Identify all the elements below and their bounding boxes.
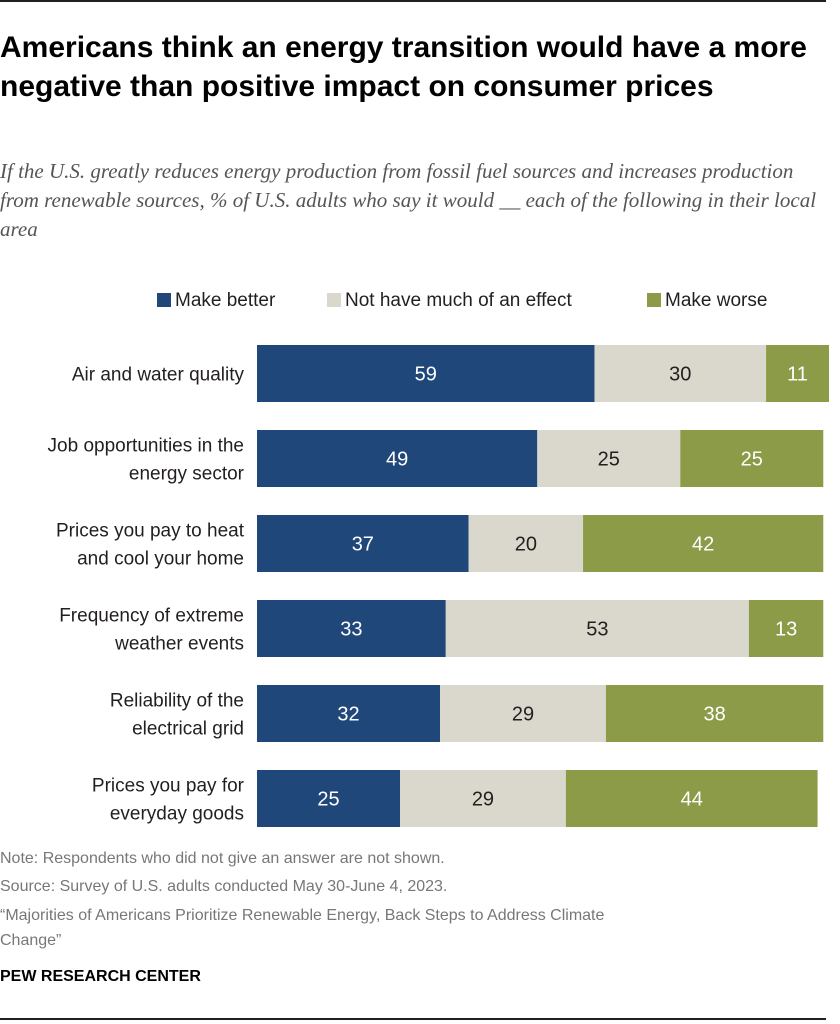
data-label-better: 33	[340, 619, 362, 641]
data-label-worse: 42	[692, 534, 714, 556]
category-label: Frequency of extreme	[59, 606, 244, 627]
bar-segment-worse	[766, 345, 829, 402]
data-label-neutral: 29	[512, 704, 534, 726]
bar-segment-worse	[605, 685, 824, 742]
legend-label-neutral: Not have much of an effect	[345, 290, 572, 311]
legend-swatch-better	[157, 293, 171, 307]
legend-label-better: Make better	[175, 290, 276, 311]
data-label-better: 59	[415, 364, 437, 386]
report-title-line2: Change”	[0, 932, 62, 949]
bar-segment-neutral	[468, 515, 584, 572]
category-label: electrical grid	[132, 719, 244, 740]
data-label-worse: 11	[787, 364, 808, 386]
category-label: Prices you pay to heat	[56, 521, 245, 542]
bar-segment-worse	[565, 770, 818, 827]
category-label: and cool your home	[77, 549, 244, 570]
bottom-rule	[0, 1018, 826, 1020]
pew-credit: PEW RESEARCH CENTER	[0, 968, 201, 985]
bar-segment-better	[257, 345, 595, 402]
source-text: Source: Survey of U.S. adults conducted …	[0, 878, 448, 895]
bar-segment-neutral	[440, 685, 606, 742]
data-label-neutral: 25	[598, 449, 620, 471]
category-label: weather events	[114, 634, 244, 655]
bar-segment-better	[257, 430, 538, 487]
chart-title: Americans think an energy transition wou…	[0, 31, 807, 103]
data-label-worse: 25	[741, 449, 763, 471]
chart-subtitle: If the U.S. greatly reduces energy produ…	[0, 159, 817, 241]
category-label: everyday goods	[110, 804, 244, 825]
bar-segment-neutral	[537, 430, 681, 487]
data-label-better: 49	[386, 449, 408, 471]
category-label: energy sector	[129, 464, 245, 485]
stacked-bar-chart: Make better Not have much of an effect Mak…	[48, 290, 829, 827]
bar-segment-better	[257, 600, 446, 657]
bar-segment-better	[257, 770, 400, 827]
data-label-neutral: 20	[515, 534, 537, 556]
data-label-better: 37	[352, 534, 374, 556]
bar-segment-worse	[748, 600, 824, 657]
top-rule	[0, 0, 826, 2]
report-title-line1: “Majorities of Americans Prioritize Rene…	[0, 907, 605, 924]
data-label-worse: 44	[681, 789, 703, 811]
bar-segment-worse	[680, 430, 824, 487]
data-label-better: 32	[337, 704, 359, 726]
legend-swatch-worse	[647, 293, 661, 307]
data-label-worse: 13	[775, 619, 797, 641]
data-label-neutral: 53	[586, 619, 608, 641]
data-label-better: 25	[317, 789, 339, 811]
data-label-neutral: 29	[472, 789, 494, 811]
category-label: Reliability of the	[110, 691, 244, 712]
bar-segment-neutral	[445, 600, 749, 657]
data-label-neutral: 30	[669, 364, 691, 386]
note-text: Note: Respondents who did not give an an…	[0, 850, 445, 867]
bar-segment-neutral	[400, 770, 566, 827]
bar-segment-better	[257, 685, 441, 742]
category-label: Job opportunities in the	[48, 436, 244, 457]
category-label: Prices you pay for	[92, 776, 245, 797]
data-label-worse: 38	[703, 704, 725, 726]
category-label: Air and water quality	[72, 365, 245, 386]
legend-swatch-neutral	[327, 293, 341, 307]
bar-segment-neutral	[594, 345, 767, 402]
legend-label-worse: Make worse	[665, 290, 767, 311]
bar-segment-worse	[583, 515, 824, 572]
bar-segment-better	[257, 515, 469, 572]
